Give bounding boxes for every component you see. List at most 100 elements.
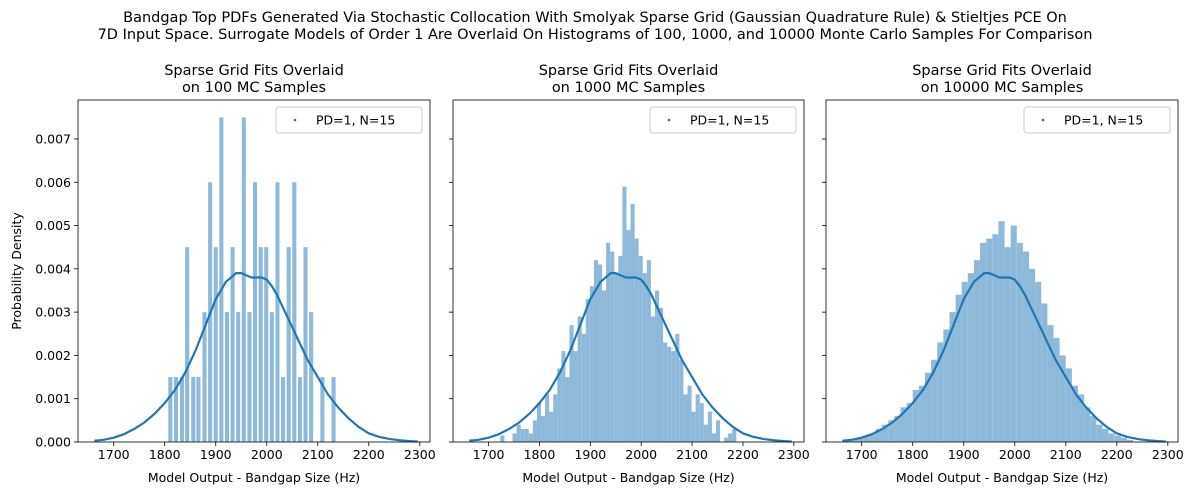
histogram-bar	[606, 242, 611, 442]
x-tick-label: 2000	[251, 447, 283, 462]
x-tick-label: 2000	[625, 447, 657, 462]
histogram-bar	[1010, 225, 1017, 442]
histogram-bar	[297, 377, 302, 442]
legend-marker	[667, 118, 671, 122]
histogram-bar	[716, 420, 721, 442]
histogram-bar	[724, 437, 729, 442]
histogram-bar	[732, 429, 737, 442]
histogram-bar	[581, 333, 586, 442]
histogram-bar	[569, 325, 574, 442]
histogram-bar	[1114, 435, 1121, 442]
histogram-bar	[1004, 247, 1011, 442]
histogram-bar	[638, 255, 643, 442]
legend-label: PD=1, N=15	[1064, 113, 1143, 128]
y-axis-label: Probability Density	[9, 212, 24, 330]
histogram-bar	[309, 312, 314, 442]
x-tick-label: 1700	[98, 447, 130, 462]
histogram-bar	[857, 437, 864, 442]
histogram-bar	[516, 424, 521, 442]
x-tick-label: 2300	[404, 447, 436, 462]
x-tick-label: 1900	[948, 447, 980, 462]
histogram-bar	[943, 329, 950, 442]
histogram-bar	[173, 377, 178, 442]
legend-label: PD=1, N=15	[690, 113, 769, 128]
histogram-bar	[185, 247, 190, 442]
histogram-bar	[900, 407, 907, 442]
histogram-bar	[520, 429, 525, 442]
histogram-bar	[224, 312, 229, 442]
histogram-bar	[320, 377, 325, 442]
x-tick-label: 2200	[353, 447, 385, 462]
histogram-bar	[561, 351, 566, 442]
panel-3: 1700 1800 1900 2000 2100 2200 2300 Sparse Grid …	[822, 63, 1184, 485]
pdf-curve	[94, 272, 418, 443]
histogram-bar	[650, 316, 655, 442]
y-tick-label: 0.000	[35, 435, 71, 450]
panel-title-line2: on 1000 MC Samples	[552, 80, 705, 96]
pdf-curve	[842, 272, 1166, 443]
histogram-bar	[906, 403, 913, 442]
histogram-bar	[202, 312, 207, 442]
histogram-bar	[646, 260, 651, 442]
y-tick-label: 0.002	[35, 348, 71, 363]
histogram-bar	[168, 377, 173, 442]
histogram-bar	[1126, 439, 1134, 442]
histogram-bar	[241, 117, 246, 442]
histogram-bar	[699, 403, 704, 442]
x-axis-label: Model Output - Bandgap Size (Hz)	[148, 470, 360, 485]
histogram-bar	[888, 420, 895, 442]
x-tick-label: 2000	[999, 447, 1031, 462]
histogram-bar	[593, 260, 598, 442]
histogram-bar	[687, 385, 692, 442]
histogram-bar	[500, 435, 505, 442]
histogram-bar	[980, 242, 987, 442]
histogram-bar	[589, 286, 594, 442]
legend-marker	[293, 118, 297, 122]
y-tick-label: 0.003	[35, 305, 71, 320]
histogram-bar	[894, 416, 901, 442]
x-tick-label: 2200	[727, 447, 759, 462]
y-tick-label: 0.001	[35, 391, 71, 406]
histogram-bar	[654, 290, 660, 442]
figure-suptitle-line1: Bandgap Top PDFs Generated Via Stochasti…	[123, 10, 1067, 26]
y-tick-label: 0.004	[35, 261, 71, 276]
legend: PD=1, N=15	[649, 106, 797, 134]
x-tick-label: 1800	[524, 447, 556, 462]
histogram-bar	[565, 377, 570, 442]
histogram-bar	[528, 433, 533, 442]
histogram-bar	[573, 351, 578, 442]
panel-title-line2: on 100 MC Samples	[182, 80, 326, 96]
histogram-bar	[622, 186, 627, 442]
histogram-bar	[524, 429, 529, 442]
histogram-bar	[602, 290, 607, 442]
histogram-bar	[1059, 355, 1066, 442]
histogram-bar	[630, 203, 635, 442]
histogram-bar	[973, 260, 981, 442]
histogram-bar	[549, 411, 554, 442]
histogram-bar	[851, 438, 858, 442]
histogram-bar	[992, 234, 999, 442]
histogram-bar	[269, 312, 274, 442]
histogram-bar	[961, 281, 968, 442]
x-tick-label: 1800	[897, 447, 929, 462]
histogram-bar	[931, 359, 938, 442]
histogram-bar	[618, 255, 623, 442]
x-tick-label: 1800	[149, 447, 181, 462]
histogram-bar	[1047, 325, 1054, 442]
histogram-bar	[1084, 407, 1091, 442]
panel-title-line1: Sparse Grid Fits Overlaid	[912, 63, 1092, 79]
panel-1: 1700 1800 1900 2000 2100 2200 2300 0.000 0.001 0.…	[9, 63, 436, 485]
histogram-bar	[1102, 429, 1109, 442]
histogram-bar	[545, 394, 550, 442]
figure-suptitle-line2: 7D Input Space. Surrogate Models of Orde…	[98, 27, 1093, 43]
histogram-bar	[557, 368, 562, 442]
histogram-bar	[541, 416, 546, 442]
x-tick-label: 1700	[846, 447, 878, 462]
panel-2: 1700 1800 1900 2000 2100 2200 2300 Sparse Grid …	[449, 63, 810, 485]
histogram-bar	[532, 420, 537, 442]
histogram-bar	[252, 182, 258, 442]
x-tick-label: 2100	[1050, 447, 1082, 462]
histogram-bar	[1016, 242, 1023, 442]
